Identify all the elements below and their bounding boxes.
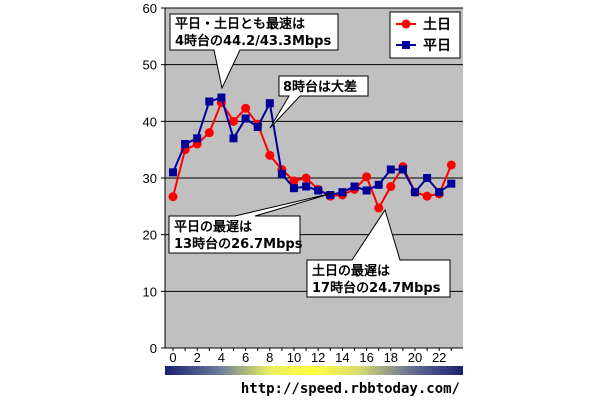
legend-item-weekend: 土日 — [396, 16, 451, 33]
series-weekend-point — [374, 203, 384, 213]
x-tick-label: 14 — [335, 350, 349, 365]
y-tick-label: 30 — [143, 171, 157, 186]
series-weekend-point — [301, 173, 311, 183]
x-tick-label: 20 — [408, 350, 422, 365]
series-weekend-point — [241, 103, 251, 113]
x-tick-label: 0 — [169, 350, 176, 365]
series-weekend-point — [204, 128, 214, 138]
legend: 土日 平日 — [389, 11, 461, 59]
source-url: http://speed.rbbtoday.com/ — [241, 381, 460, 397]
series-weekday-point — [386, 165, 395, 174]
x-tick-label: 8 — [266, 350, 273, 365]
series-weekend-point — [265, 150, 275, 160]
series-weekend-point — [362, 172, 372, 182]
y-tick-label: 0 — [150, 341, 157, 356]
legend-item-weekday: 平日 — [396, 38, 451, 54]
annotation-fastest-line-1: 平日・土日とも最速は — [175, 16, 305, 32]
series-weekday-point — [423, 174, 432, 182]
x-tick-label: 6 — [242, 350, 249, 365]
time-of-day-color-bar — [165, 366, 463, 375]
annotation-weekday-slowest: 平日の最遅は 13時台の26.7Mbps — [168, 192, 334, 254]
x-tick-label: 10 — [287, 350, 301, 365]
y-tick-label: 20 — [143, 228, 157, 243]
series-weekday-point — [265, 99, 274, 108]
series-weekday-point — [193, 134, 202, 143]
series-weekday-point — [314, 186, 323, 195]
series-weekday-point — [338, 188, 347, 197]
series-weekend-point — [386, 182, 396, 191]
x-tick-label: 2 — [194, 350, 201, 365]
annotation-8h-line-1: 8時台は大差 — [283, 79, 357, 95]
series-weekend-point — [168, 192, 178, 202]
series-weekend-point — [422, 191, 432, 201]
series-weekday-point — [205, 97, 214, 106]
series-weekday-point — [290, 184, 298, 193]
series-weekday-point — [229, 134, 238, 143]
x-tick-label: 22 — [432, 350, 446, 365]
series-weekend-point — [229, 116, 238, 126]
series-layer — [168, 93, 456, 213]
annotation-weekend-slowest-line-2: 17時台の24.7Mbps — [312, 280, 441, 296]
x-axis-ticks: 0 2 4 6 8 10 12 14 16 18 20 22 — [169, 348, 452, 365]
y-tick-label: 50 — [143, 58, 157, 73]
annotations: 平日・土日とも最速は 4時台の44.2/43.3Mbps 8時台は大差 平日の最… — [168, 13, 451, 298]
x-tick-label: 12 — [311, 350, 325, 365]
series-weekday-point — [302, 182, 311, 191]
series-weekday-point — [326, 191, 335, 199]
legend-box — [389, 11, 461, 59]
legend-weekday-label: 平日 — [423, 38, 451, 54]
series-weekday-point — [217, 93, 226, 102]
annotation-weekday-slowest-line-2: 13時台の26.7Mbps — [174, 236, 303, 252]
series-weekday-point — [362, 186, 371, 195]
series-weekday-point — [277, 170, 286, 179]
series-weekday-point — [253, 123, 262, 131]
annotation-fastest-line-2: 4時台の44.2/43.3Mbps — [175, 33, 331, 49]
annotation-weekend-slowest-callout — [306, 208, 451, 298]
annotation-fastest: 平日・土日とも最速は 4時台の44.2/43.3Mbps — [169, 13, 339, 90]
annotation-8h-callout — [269, 75, 369, 129]
series-weekday-point — [241, 114, 250, 123]
y-tick-label: 60 — [143, 1, 157, 16]
y-tick-label: 40 — [143, 114, 157, 129]
series-weekday-point — [435, 188, 444, 197]
series-weekend-point — [289, 176, 299, 186]
series-weekday-point — [350, 182, 359, 191]
series-weekend-point — [446, 160, 456, 170]
annotation-weekend-slowest: 土日の最遅は 17時台の24.7Mbps — [306, 208, 451, 298]
x-tick-label: 16 — [359, 350, 373, 365]
series-weekday-point — [181, 140, 190, 148]
series-weekday-point — [374, 180, 383, 189]
x-tick-label: 18 — [384, 350, 398, 365]
series-weekday-point — [169, 168, 177, 177]
series-weekday-point — [411, 188, 419, 197]
annotation-weekday-slowest-callout — [168, 192, 334, 254]
y-axis-ticks: 0 10 20 30 40 50 60 — [143, 1, 165, 356]
legend-weekend-marker — [401, 19, 411, 29]
y-tick-label: 10 — [143, 284, 157, 299]
annotation-weekend-slowest-line-1: 土日の最遅は — [312, 263, 390, 279]
annotation-weekday-slowest-line-1: 平日の最遅は — [174, 220, 252, 235]
annotation-8h: 8時台は大差 — [269, 75, 369, 129]
legend-weekend-label: 土日 — [423, 16, 451, 33]
legend-weekday-marker — [402, 41, 410, 49]
annotation-fastest-callout — [169, 13, 339, 90]
x-tick-label: 4 — [218, 350, 225, 365]
series-weekday — [169, 93, 456, 199]
series-weekday-point — [447, 179, 456, 188]
series-weekday-point — [398, 165, 407, 174]
